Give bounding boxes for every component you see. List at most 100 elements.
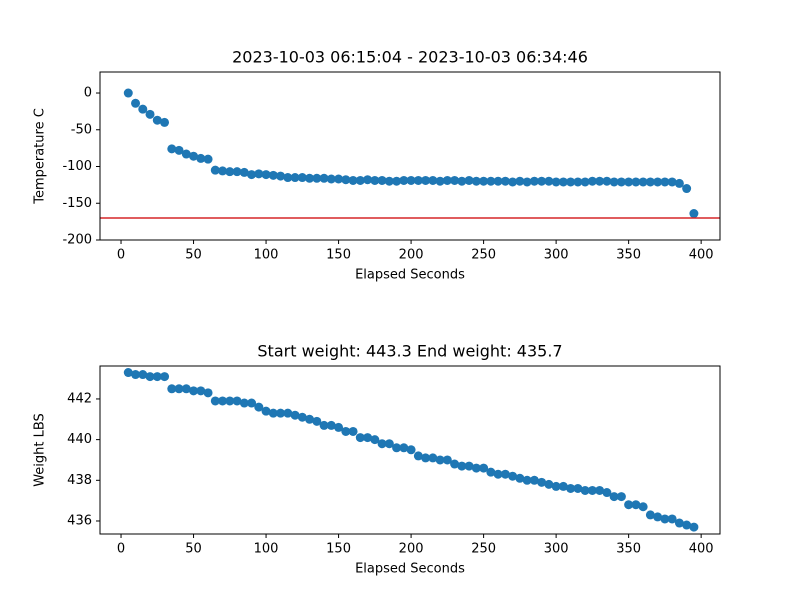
x-tick-label: 50 <box>185 542 202 557</box>
x-tick-label: 200 <box>399 248 424 263</box>
point <box>609 177 619 187</box>
point <box>181 149 191 159</box>
point <box>508 177 518 187</box>
point <box>399 175 409 185</box>
point <box>471 463 481 473</box>
point <box>471 176 481 186</box>
point <box>312 416 322 426</box>
point <box>334 174 344 184</box>
point <box>152 115 162 125</box>
point <box>305 173 315 183</box>
point <box>566 483 576 493</box>
point <box>442 175 452 185</box>
point <box>392 176 402 186</box>
point <box>689 522 699 532</box>
point <box>595 485 605 495</box>
point <box>145 109 155 119</box>
point <box>616 492 626 502</box>
point <box>558 177 568 187</box>
point <box>319 420 329 430</box>
point <box>290 410 300 420</box>
point <box>631 177 641 187</box>
x-tick-label: 200 <box>399 542 424 557</box>
point <box>167 384 177 394</box>
point <box>225 167 235 177</box>
point <box>174 384 184 394</box>
point <box>500 176 510 186</box>
x-tick-label: 400 <box>689 248 714 263</box>
point <box>138 104 148 114</box>
x-tick-label: 50 <box>185 248 202 263</box>
point <box>544 479 554 489</box>
point <box>276 408 286 418</box>
x-tick-label: 100 <box>254 542 279 557</box>
point <box>442 455 452 465</box>
y-tick-label: -100 <box>62 159 92 174</box>
point <box>268 170 278 180</box>
point <box>283 173 293 183</box>
point <box>624 500 634 510</box>
point <box>239 398 249 408</box>
point <box>551 177 561 187</box>
point <box>341 426 351 436</box>
point <box>355 433 365 443</box>
point <box>580 177 590 187</box>
point <box>638 502 648 512</box>
point <box>595 176 605 186</box>
point <box>355 175 365 185</box>
subplot: 2023-10-03 06:15:04 - 2023-10-03 06:34:4… <box>33 48 721 283</box>
point <box>457 461 467 471</box>
point <box>580 485 590 495</box>
point <box>174 145 184 155</box>
point <box>544 176 554 186</box>
x-axis-label: Elapsed Seconds <box>355 268 465 283</box>
point <box>189 386 199 396</box>
point <box>428 175 438 185</box>
point <box>493 469 503 479</box>
point <box>297 412 307 422</box>
point <box>203 388 213 398</box>
point <box>537 176 547 186</box>
y-tick-label: 0 <box>84 86 92 101</box>
x-tick-label: 150 <box>326 248 351 263</box>
point <box>645 177 655 187</box>
point <box>464 461 474 471</box>
y-tick-label: -150 <box>62 196 92 211</box>
point <box>290 173 300 183</box>
point <box>145 372 155 382</box>
point <box>689 209 699 219</box>
point <box>297 173 307 183</box>
point <box>196 386 206 396</box>
point <box>363 433 373 443</box>
point <box>123 368 133 378</box>
point <box>341 175 351 185</box>
point <box>261 406 271 416</box>
point <box>653 512 663 522</box>
point <box>667 514 677 524</box>
point <box>160 117 170 127</box>
point <box>196 153 206 163</box>
point <box>247 398 257 408</box>
point <box>131 370 141 380</box>
point <box>493 176 503 186</box>
point <box>508 471 518 481</box>
point <box>674 518 684 528</box>
point <box>152 372 162 382</box>
point <box>587 485 597 495</box>
point <box>413 451 423 461</box>
point <box>406 175 416 185</box>
point <box>312 173 322 183</box>
point <box>573 177 583 187</box>
point <box>515 473 525 483</box>
point <box>377 439 387 449</box>
x-axis-label: Elapsed Seconds <box>355 562 465 577</box>
subplot-title: Start weight: 443.3 End weight: 435.7 <box>257 342 562 361</box>
point <box>421 453 431 463</box>
point <box>131 98 141 108</box>
point <box>537 477 547 487</box>
point <box>210 165 220 175</box>
point <box>247 170 257 180</box>
point <box>377 175 387 185</box>
point <box>529 475 539 485</box>
